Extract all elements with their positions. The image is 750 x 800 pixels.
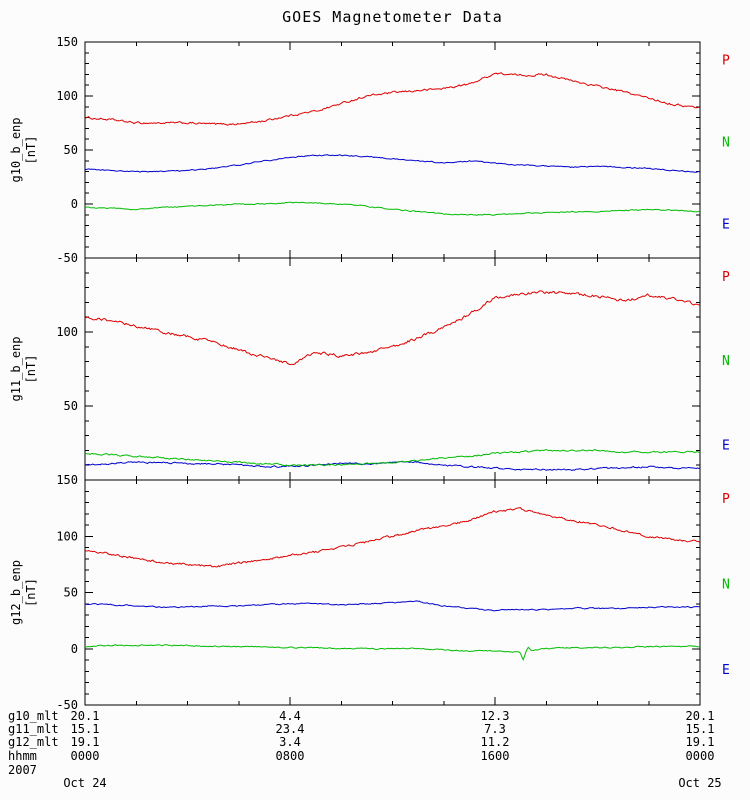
y-tick-label: 0 bbox=[71, 642, 78, 656]
y-tick-label: 0 bbox=[71, 197, 78, 211]
y-axis-label: g12_b_enp bbox=[9, 560, 23, 625]
axis-tick-value: 1600 bbox=[480, 749, 510, 763]
axis-tick-value: 20.1 bbox=[685, 709, 715, 723]
y-axis-units: [nT] bbox=[24, 136, 38, 165]
trace-g11_b_enp-P bbox=[84, 290, 701, 366]
axis-tick-value: 19.1 bbox=[685, 735, 715, 749]
chart-title: GOES Magnetometer Data bbox=[282, 8, 503, 26]
trace-g12_b_enp-E bbox=[84, 600, 701, 612]
y-axis-units: [nT] bbox=[24, 578, 38, 607]
y-tick-label: -50 bbox=[56, 251, 78, 265]
axis-tick-value: Oct 25 bbox=[678, 776, 722, 790]
series-label-E: E bbox=[722, 438, 730, 453]
panel-border bbox=[84, 479, 701, 706]
y-axis-units: [nT] bbox=[24, 355, 38, 384]
y-tick-label: -50 bbox=[56, 698, 78, 710]
series-label-N: N bbox=[722, 578, 730, 593]
trace-g12_b_enp-N bbox=[85, 644, 701, 661]
trace-g11_b_enp-E bbox=[84, 460, 701, 471]
axis-tick-value: 0000 bbox=[685, 749, 715, 763]
series-label-E: E bbox=[722, 663, 730, 678]
panel-g10_b_enp: 150 100 50 0 -50 g10_b_enp [nT] P N E bbox=[9, 35, 730, 265]
axis-tick-value: 11.2 bbox=[480, 735, 510, 749]
series-label-P: P bbox=[722, 53, 730, 68]
panel-g12_b_enp: 150 100 50 0 -50 g12_b_enp [nT] P N E bbox=[9, 473, 730, 710]
y-axis-label: g10_b_enp bbox=[9, 117, 23, 182]
trace-g10_b_enp-E bbox=[84, 154, 701, 173]
axis-tick-value: 7.3 bbox=[484, 722, 506, 736]
axis-tick-value: 23.4 bbox=[275, 722, 305, 736]
axis-row-label-g10_mlt: g10_mlt bbox=[8, 709, 59, 723]
y-tick-label: 50 bbox=[64, 399, 78, 413]
axis-row-label-hhmm: hhmm bbox=[8, 749, 37, 763]
axis-tick-value: 0000 bbox=[70, 749, 100, 763]
axis-tick-value: 0800 bbox=[275, 749, 305, 763]
panel-g11_b_enp: 100 50 g11_b_enp [nT] P N E bbox=[9, 257, 730, 481]
y-tick-label: 100 bbox=[56, 325, 78, 339]
y-axis-label: g11_b_enp bbox=[9, 336, 23, 401]
series-label-N: N bbox=[722, 354, 730, 369]
axis-tick-value: 15.1 bbox=[70, 722, 100, 736]
panel-border bbox=[84, 41, 701, 259]
y-tick-label: 50 bbox=[64, 143, 78, 157]
trace-g11_b_enp-N bbox=[84, 449, 701, 467]
axis-row-label-g11_mlt: g11_mlt bbox=[8, 722, 59, 736]
trace-g10_b_enp-N bbox=[84, 201, 701, 216]
series-label-E: E bbox=[722, 217, 730, 232]
trace-g12_b_enp-P bbox=[84, 507, 701, 568]
series-label-N: N bbox=[722, 135, 730, 150]
y-tick-label: 150 bbox=[56, 35, 78, 49]
series-label-P: P bbox=[722, 492, 730, 507]
axis-tick-value: 20.1 bbox=[70, 709, 100, 723]
series-label-P: P bbox=[722, 270, 730, 285]
axis-tick-value: 15.1 bbox=[685, 722, 715, 736]
axis-tick-value: Oct 24 bbox=[63, 776, 107, 790]
axis-tick-value: 12.3 bbox=[480, 709, 510, 723]
panel-border bbox=[84, 257, 701, 481]
axis-tick-value: 3.4 bbox=[279, 735, 301, 749]
axis-tick-value: 19.1 bbox=[70, 735, 100, 749]
y-tick-label: 150 bbox=[56, 473, 78, 487]
trace-g10_b_enp-P bbox=[84, 72, 701, 126]
y-tick-label: 100 bbox=[56, 89, 78, 103]
axis-row-label-2007: 2007 bbox=[8, 763, 37, 777]
axis-tick-value: 4.4 bbox=[279, 709, 301, 723]
y-tick-label: 100 bbox=[56, 529, 78, 543]
axis-row-label-g12_mlt: g12_mlt bbox=[8, 735, 59, 749]
y-tick-label: 50 bbox=[64, 586, 78, 600]
